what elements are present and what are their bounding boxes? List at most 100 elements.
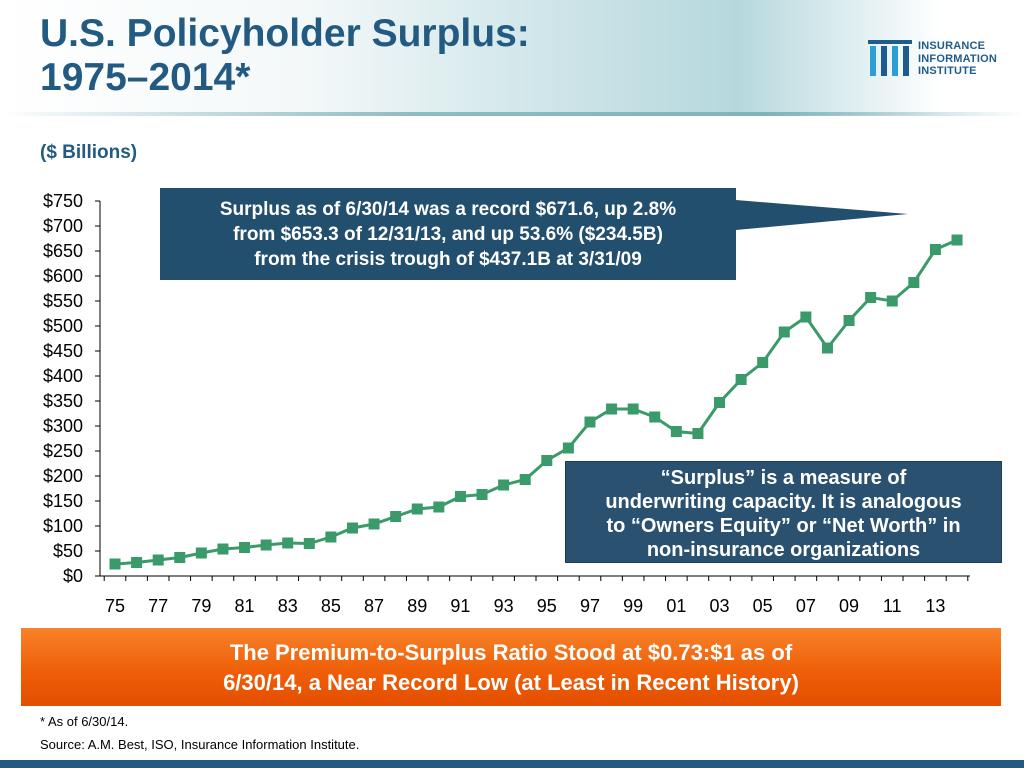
x-tick-label: 79 bbox=[191, 596, 211, 616]
title-line-1: U.S. Policyholder Surplus: bbox=[40, 12, 530, 55]
x-tick-label: 81 bbox=[235, 596, 255, 616]
y-tick-label: $100 bbox=[43, 516, 83, 536]
x-tick-label: 75 bbox=[105, 596, 125, 616]
record-callout-line-2: from $653.3 of 12/31/13, and up 53.6% ($… bbox=[233, 224, 663, 245]
units-label: ($ Billions) bbox=[40, 142, 138, 163]
x-tick-label: 87 bbox=[364, 596, 384, 616]
definition-line-4: non-insurance organizations bbox=[646, 539, 921, 561]
data-point-marker bbox=[606, 403, 618, 415]
y-tick-label: $750 bbox=[43, 191, 83, 211]
record-surplus-callout: Surplus as of 6/30/14 was a record $671.… bbox=[160, 188, 736, 280]
y-tick-label: $50 bbox=[53, 541, 83, 561]
y-tick-label: $650 bbox=[43, 241, 83, 261]
data-point-marker bbox=[908, 277, 920, 288]
y-tick-label: $150 bbox=[43, 491, 83, 511]
y-tick-label: $600 bbox=[43, 266, 83, 286]
x-tick-label: 05 bbox=[753, 596, 773, 616]
data-point-marker bbox=[260, 539, 272, 551]
series-markers bbox=[109, 234, 963, 570]
data-point-marker bbox=[692, 428, 704, 439]
data-point-marker bbox=[131, 557, 143, 568]
data-point-marker bbox=[714, 397, 726, 408]
data-point-marker bbox=[886, 295, 898, 307]
data-point-marker bbox=[282, 537, 294, 549]
data-point-marker bbox=[217, 543, 229, 555]
data-point-marker bbox=[562, 442, 574, 454]
definition-line-3: to “Owners Equity” or “Net Worth” in bbox=[606, 515, 961, 537]
data-point-marker bbox=[541, 455, 553, 466]
x-tick-label: 13 bbox=[925, 596, 945, 616]
x-tick-label: 09 bbox=[839, 596, 859, 616]
definition-line-1: “Surplus” is a measure of bbox=[660, 467, 907, 489]
x-tick-label: 03 bbox=[709, 596, 729, 616]
x-ticks: 75 77 79 81 83 85 87 89 91 93 95 97 99 01 03 05 07 09 11 13 bbox=[103, 576, 969, 616]
data-point-marker bbox=[778, 326, 790, 338]
data-point-marker bbox=[152, 554, 164, 566]
iii-logo: INSURANCE INFORMATION INSTITUTE bbox=[868, 38, 1018, 80]
callout-pointer bbox=[736, 200, 908, 230]
definition-line-2: underwriting capacity. It is analogous bbox=[605, 491, 962, 513]
premium-to-surplus-banner: The Premium-to-Surplus Ratio Stood at $0… bbox=[21, 628, 1001, 706]
data-point-marker bbox=[865, 292, 877, 303]
y-tick-label: $350 bbox=[43, 391, 83, 411]
page-title: U.S. Policyholder Surplus: 1975–2014* bbox=[40, 12, 530, 100]
data-point-marker bbox=[584, 416, 596, 428]
data-point-marker bbox=[390, 511, 402, 522]
x-tick-label: 07 bbox=[796, 596, 816, 616]
x-tick-label: 77 bbox=[148, 596, 168, 616]
footnote: * As of 6/30/14. bbox=[40, 714, 129, 729]
data-point-marker bbox=[800, 311, 812, 323]
y-ticks: $0 $50 $100 $150 $200 $250 $300 $350 $400 $450 $50… bbox=[43, 191, 100, 586]
data-point-marker bbox=[174, 552, 186, 563]
data-point-marker bbox=[454, 491, 466, 502]
header-divider bbox=[0, 112, 1024, 116]
logo-line-1: INSURANCE bbox=[918, 40, 986, 52]
data-point-marker bbox=[433, 501, 445, 513]
bottom-band bbox=[0, 760, 1024, 768]
record-callout-line-3: from the crisis trough of $437.1B at 3/3… bbox=[254, 249, 642, 270]
data-point-marker bbox=[346, 522, 358, 534]
x-tick-label: 97 bbox=[580, 596, 600, 616]
x-tick-label: 85 bbox=[321, 596, 341, 616]
surplus-definition-callout: “Surplus” is a measure of underwriting c… bbox=[565, 461, 1002, 563]
y-tick-label: $400 bbox=[43, 366, 83, 386]
y-tick-label: $300 bbox=[43, 416, 83, 436]
y-tick-label: $450 bbox=[43, 341, 83, 361]
data-point-marker bbox=[368, 518, 380, 530]
data-point-marker bbox=[951, 234, 963, 246]
banner-line-1: The Premium-to-Surplus Ratio Stood at $0… bbox=[229, 640, 793, 665]
y-tick-label: $550 bbox=[43, 291, 83, 311]
data-point-marker bbox=[303, 538, 315, 549]
y-tick-label: $700 bbox=[43, 216, 83, 236]
x-tick-label: 93 bbox=[494, 596, 514, 616]
logo-text: INSURANCE INFORMATION INSTITUTE bbox=[918, 40, 997, 78]
columns-logo-icon bbox=[868, 40, 912, 76]
x-tick-label: 83 bbox=[278, 596, 298, 616]
record-callout-line-1: Surplus as of 6/30/14 was a record $671.… bbox=[219, 199, 677, 220]
data-point-marker bbox=[929, 244, 941, 255]
data-point-marker bbox=[670, 426, 682, 437]
data-point-marker bbox=[519, 474, 531, 485]
data-point-marker bbox=[757, 357, 769, 368]
header-band bbox=[0, 0, 1024, 115]
data-point-marker bbox=[735, 374, 747, 385]
x-tick-label: 11 bbox=[883, 596, 902, 616]
surplus-line-chart: $0 $50 $100 $150 $200 $250 $300 $350 $400 $450 $50… bbox=[43, 191, 970, 616]
data-point-marker bbox=[239, 542, 251, 553]
data-point-marker bbox=[109, 558, 121, 570]
data-point-marker bbox=[195, 547, 207, 559]
data-point-marker bbox=[649, 411, 661, 423]
logo-line-2: INFORMATION bbox=[918, 52, 997, 65]
data-point-marker bbox=[821, 342, 833, 354]
logo-line-3: INSTITUTE bbox=[918, 65, 977, 77]
x-tick-label: 89 bbox=[407, 596, 427, 616]
data-point-marker bbox=[476, 489, 488, 500]
data-point-marker bbox=[627, 403, 639, 415]
data-point-marker bbox=[498, 479, 510, 491]
x-tick-label: 95 bbox=[537, 596, 557, 616]
data-point-marker bbox=[843, 315, 855, 326]
y-tick-label: $250 bbox=[43, 441, 83, 461]
y-tick-label: $0 bbox=[63, 566, 83, 586]
data-point-marker bbox=[411, 503, 423, 515]
x-tick-label: 91 bbox=[450, 596, 470, 616]
